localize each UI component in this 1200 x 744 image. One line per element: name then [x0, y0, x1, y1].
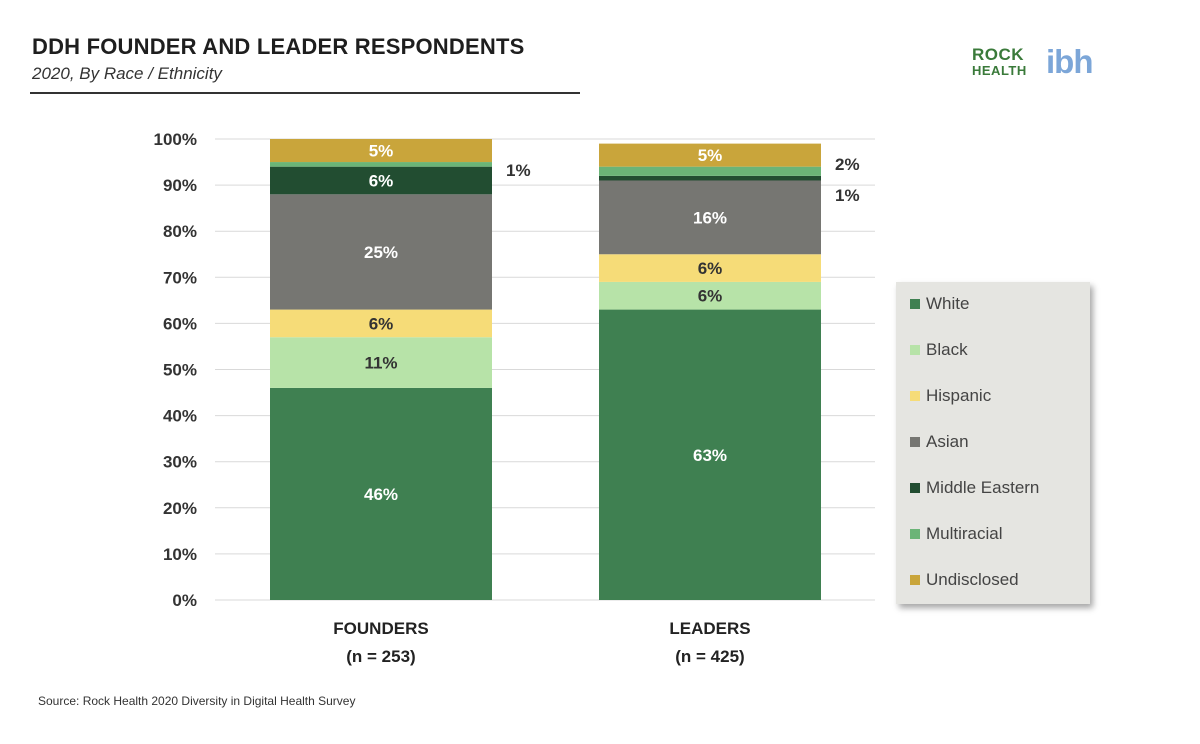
- legend-label: Multiracial: [926, 524, 1003, 543]
- y-tick-label: 70%: [163, 268, 197, 287]
- legend-label: Asian: [926, 432, 969, 451]
- y-tick-label: 10%: [163, 545, 197, 564]
- y-tick-label: 80%: [163, 222, 197, 241]
- bar-segment-multiracial: [270, 162, 492, 167]
- legend-label: White: [926, 294, 970, 313]
- legend-label: Middle Eastern: [926, 478, 1040, 497]
- source-note: Source: Rock Health 2020 Diversity in Di…: [38, 694, 356, 708]
- legend-item: Hispanic: [910, 385, 991, 407]
- logo-text-rock: ROCK: [972, 45, 1025, 64]
- legend-swatch: [910, 345, 920, 355]
- legend-item: Multiracial: [910, 523, 1003, 545]
- outside-data-label: 1%: [835, 186, 860, 205]
- data-label: 63%: [693, 446, 727, 465]
- outside-data-label: 1%: [506, 161, 531, 180]
- bar-segment-multiracial: [599, 166, 821, 176]
- legend-swatch: [910, 483, 920, 493]
- bar-segment-asian: [599, 180, 821, 255]
- data-label: 5%: [698, 146, 723, 165]
- y-tick-label: 50%: [163, 361, 197, 380]
- data-label: 6%: [369, 171, 394, 190]
- data-label: 6%: [369, 314, 394, 333]
- data-label: 5%: [369, 142, 394, 161]
- data-label: 16%: [693, 208, 727, 227]
- legend-swatch: [910, 529, 920, 539]
- bar-segment-hispanic: [599, 254, 821, 282]
- bar-segment-black: [270, 337, 492, 388]
- x-category-label: FOUNDERS: [333, 619, 428, 638]
- outside-data-label: 2%: [835, 155, 860, 174]
- chart-title: DDH FOUNDER AND LEADER RESPONDENTS: [32, 34, 525, 59]
- data-label: 11%: [364, 354, 397, 373]
- legend-item: White: [910, 293, 969, 315]
- bar-segment-middle-eastern: [270, 166, 492, 195]
- data-label: 46%: [364, 485, 398, 504]
- y-tick-label: 0%: [172, 591, 197, 610]
- legend-swatch: [910, 299, 920, 309]
- bar-segment-white: [270, 387, 492, 600]
- y-tick-label: 90%: [163, 176, 197, 195]
- x-category-label: LEADERS: [669, 619, 750, 638]
- x-category-sample-size: (n = 425): [675, 647, 744, 666]
- legend-swatch: [910, 575, 920, 585]
- y-tick-label: 20%: [163, 499, 197, 518]
- legend-item: Undisclosed: [910, 569, 1019, 591]
- bar-segment-white: [599, 309, 821, 600]
- legend-label: Hispanic: [926, 386, 992, 405]
- data-label: 6%: [698, 259, 723, 278]
- title-divider: [30, 92, 580, 94]
- logo-mark-ibh: ibh: [1046, 43, 1093, 80]
- legend-swatch: [910, 391, 920, 401]
- legend-item: Black: [910, 339, 968, 361]
- bar-segment-middle-eastern: [599, 175, 821, 181]
- legend-item: Asian: [910, 431, 969, 453]
- x-category-sample-size: (n = 253): [346, 647, 415, 666]
- legend-label: Black: [926, 340, 968, 359]
- y-tick-label: 100%: [154, 130, 197, 149]
- y-tick-label: 40%: [163, 407, 197, 426]
- data-label: 6%: [698, 287, 723, 306]
- bar-segment-asian: [270, 194, 492, 310]
- chart-subtitle: 2020, By Race / Ethnicity: [32, 64, 222, 83]
- bar-segment-black: [599, 281, 821, 310]
- bar-segment-undisclosed: [599, 143, 821, 167]
- y-tick-label: 60%: [163, 314, 197, 333]
- logo-text-health: HEALTH: [972, 63, 1027, 78]
- bar-segment-undisclosed: [270, 139, 492, 163]
- y-tick-label: 30%: [163, 453, 197, 472]
- bar-segment-hispanic: [270, 309, 492, 338]
- rock-health-ibh-logo: ROCK HEALTH ibh: [972, 44, 1102, 84]
- data-label: 25%: [364, 243, 398, 262]
- legend-label: Undisclosed: [926, 570, 1019, 589]
- legend-item: Middle Eastern: [910, 477, 1039, 499]
- chart-legend: White Black Hispanic Asian Middle Eastern Mul…: [896, 282, 1090, 604]
- legend-swatch: [910, 437, 920, 447]
